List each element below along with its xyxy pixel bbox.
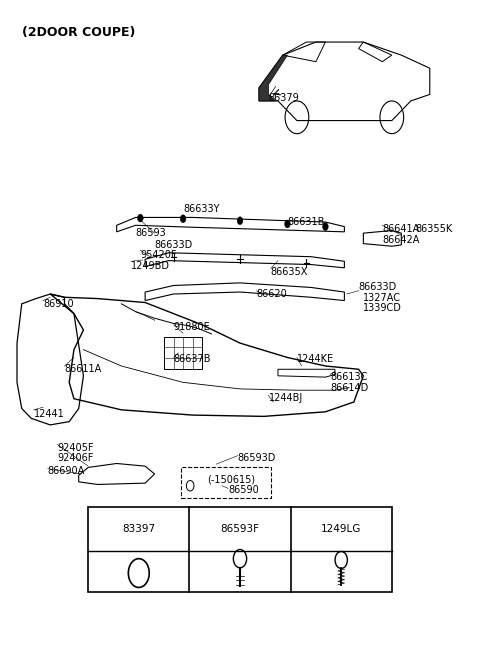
Polygon shape	[259, 55, 288, 101]
Text: 86633D: 86633D	[359, 282, 397, 292]
Text: 86631B: 86631B	[288, 217, 325, 227]
Text: 86379: 86379	[268, 92, 299, 103]
Text: 86620: 86620	[257, 289, 288, 299]
Text: 86690A: 86690A	[48, 466, 85, 476]
Text: 86635X: 86635X	[271, 267, 308, 277]
Text: 86355K: 86355K	[416, 224, 453, 234]
Text: 92405F: 92405F	[57, 443, 94, 453]
Circle shape	[180, 214, 186, 222]
Circle shape	[137, 214, 143, 222]
Text: 83397: 83397	[122, 524, 156, 534]
Text: 86613C: 86613C	[330, 372, 368, 382]
Bar	[88, 507, 392, 592]
Text: 86633D: 86633D	[155, 240, 193, 250]
Text: 91880E: 91880E	[174, 321, 210, 332]
Text: 1249BD: 1249BD	[131, 261, 170, 271]
Text: 86637B: 86637B	[174, 354, 211, 364]
Text: 86590: 86590	[228, 485, 259, 496]
Text: 86593D: 86593D	[238, 453, 276, 463]
Text: (-150615): (-150615)	[207, 475, 255, 484]
Text: 86910: 86910	[43, 299, 74, 309]
Text: 95420F: 95420F	[140, 250, 177, 261]
Text: 1327AC: 1327AC	[363, 293, 401, 303]
Text: 86633Y: 86633Y	[183, 204, 219, 214]
Text: 86593: 86593	[136, 228, 167, 238]
Text: 86611A: 86611A	[64, 364, 102, 374]
Text: 1339CD: 1339CD	[363, 304, 402, 314]
Text: 1244KE: 1244KE	[297, 354, 334, 364]
Text: 86642A: 86642A	[383, 235, 420, 245]
Circle shape	[323, 222, 328, 230]
Text: 92406F: 92406F	[57, 453, 94, 463]
Circle shape	[237, 216, 243, 224]
Text: (2DOOR COUPE): (2DOOR COUPE)	[22, 26, 135, 39]
Text: 86593F: 86593F	[220, 524, 260, 534]
Text: 1249LG: 1249LG	[321, 524, 361, 534]
Circle shape	[285, 220, 290, 228]
Text: 86641A: 86641A	[383, 224, 420, 234]
Text: 12441: 12441	[34, 409, 64, 418]
Text: 1244BJ: 1244BJ	[268, 393, 303, 403]
Text: 86614D: 86614D	[330, 383, 368, 393]
